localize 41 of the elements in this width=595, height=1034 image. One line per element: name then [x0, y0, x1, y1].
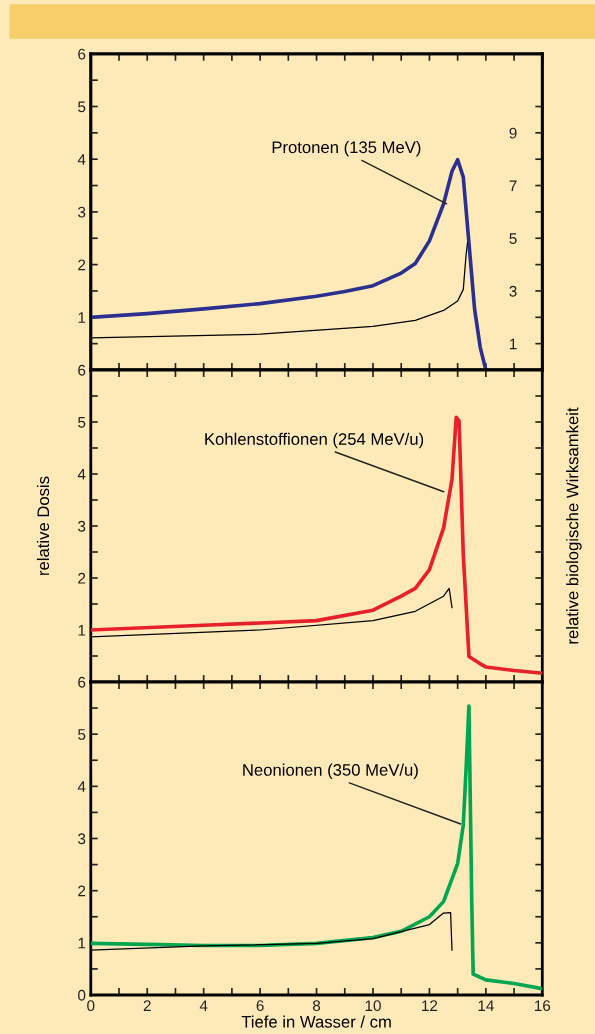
y-tick-label: 1 — [78, 937, 86, 949]
y-tick-label: 6 — [78, 364, 86, 376]
y-tick-label: 1 — [78, 312, 86, 323]
x-tick-label: 12 — [422, 1000, 438, 1011]
y-tick-label: 5 — [78, 417, 86, 428]
y-tick-label: 3 — [78, 206, 86, 218]
y-tick-label: 4 — [77, 781, 86, 792]
y-tick-label: 3 — [78, 833, 86, 845]
x-tick-label: 6 — [256, 1000, 264, 1012]
x-tick-label: 10 — [365, 1000, 381, 1012]
y2-axis-title: relative biologische Wirksamkeit — [566, 407, 582, 644]
y-tick-label: 4 — [77, 469, 86, 480]
y-tick-label: 0 — [78, 989, 86, 1001]
line-series — [90, 157, 488, 370]
y2-tick-label: 7 — [509, 180, 517, 192]
y-tick-label: 4 — [77, 154, 86, 165]
y-tick-label: 6 — [78, 48, 86, 60]
y-tick-label: 2 — [78, 259, 86, 271]
x-tick-label: 4 — [199, 1000, 208, 1011]
y-tick-label: 5 — [78, 101, 86, 113]
y-tick-label: 6 — [78, 676, 86, 688]
x-tick-label: 8 — [312, 1000, 321, 1012]
y-tick-label: 2 — [78, 885, 86, 897]
y2-tick-label: 9 — [509, 127, 517, 139]
y-tick-label: 5 — [78, 729, 86, 740]
y-tick-label: 3 — [78, 520, 86, 532]
annotation: Neonionen (350 MeV/u) — [243, 763, 418, 780]
x-tick-label: 0 — [87, 1000, 95, 1012]
y2-tick-label: 5 — [509, 233, 517, 244]
x-tick-label: 16 — [534, 1000, 551, 1012]
annotation: Kohlenstoffionen (254 MeV/u) — [205, 432, 424, 449]
x-tick-label: 14 — [478, 1000, 494, 1011]
y2-tick-label: 1 — [509, 338, 517, 350]
line-series — [90, 415, 543, 675]
x-axis-title: Tiefe in Wasser / cm — [241, 1015, 391, 1028]
x-tick-label: 2 — [143, 1000, 151, 1011]
annotation: Protonen (135 MeV) — [272, 140, 421, 157]
y2-tick-label: 3 — [509, 285, 517, 297]
y-tick-label: 2 — [78, 572, 86, 584]
y-axis-title: relative Dosis — [36, 476, 50, 575]
y-tick-label: 1 — [78, 625, 86, 636]
